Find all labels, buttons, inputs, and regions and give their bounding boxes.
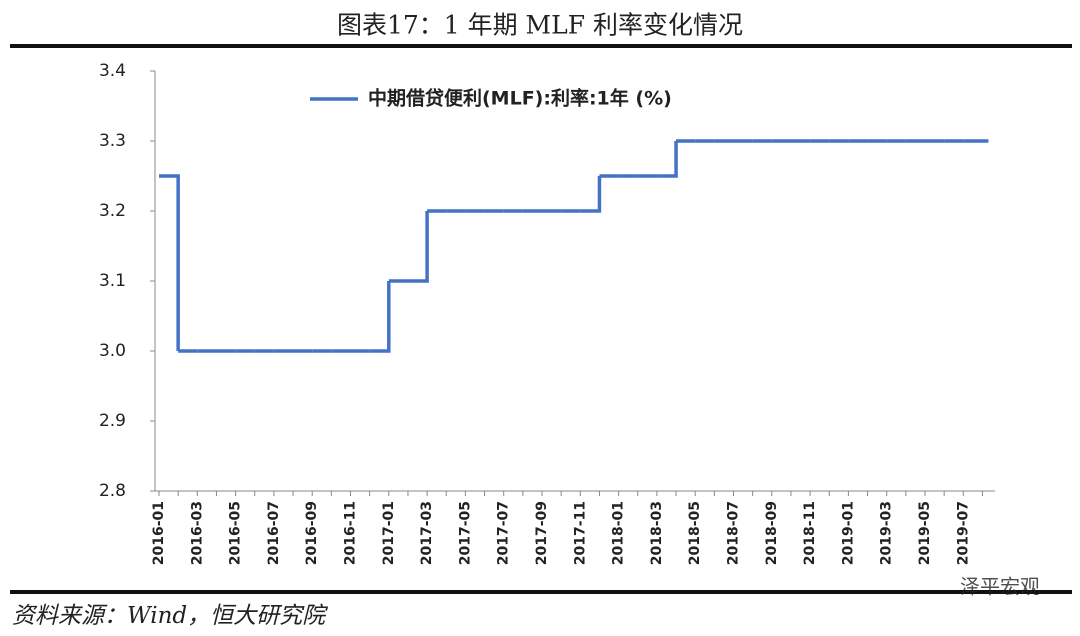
y-tick-label: 3.3 xyxy=(99,131,126,151)
x-tick-label: 2018-05 xyxy=(687,501,703,565)
x-tick-label: 2019-01 xyxy=(840,501,856,565)
y-tick-label: 3.2 xyxy=(99,201,126,221)
bottom-rule xyxy=(10,590,1072,594)
x-tick-label: 2017-05 xyxy=(457,501,473,565)
x-tick-label: 2017-03 xyxy=(419,501,435,565)
watermark: 泽平宏观 xyxy=(960,575,1040,599)
x-tick-label: 2018-09 xyxy=(764,501,780,565)
x-tick-label: 2017-09 xyxy=(534,501,550,565)
chart-title: 图表17：1 年期 MLF 利率变化情况 xyxy=(337,11,743,40)
y-tick-label: 3.1 xyxy=(99,271,126,291)
step-segment xyxy=(159,174,180,351)
x-tick-label: 2016-07 xyxy=(266,501,282,565)
x-tick-label: 2017-11 xyxy=(572,501,588,565)
source-note: 资料来源：Wind，恒大研究院 xyxy=(12,603,328,629)
top-rule xyxy=(10,44,1072,48)
x-tick-label: 2019-07 xyxy=(955,501,971,565)
x-tick-label: 2016-01 xyxy=(151,501,167,565)
x-tick-label: 2018-07 xyxy=(726,501,742,565)
x-tick-label: 2018-11 xyxy=(802,501,818,565)
y-tick-label: 2.8 xyxy=(99,481,126,501)
step-segment xyxy=(580,176,602,213)
x-tick-label: 2016-03 xyxy=(189,501,205,565)
x-tick-label: 2019-03 xyxy=(879,501,895,565)
y-tick-label: 3.4 xyxy=(99,61,126,81)
x-tick-label: 2017-07 xyxy=(496,501,512,565)
y-tick-label: 3.0 xyxy=(99,341,126,361)
x-tick-label: 2019-05 xyxy=(917,501,933,565)
x-tick-label: 2016-05 xyxy=(228,501,244,565)
x-tick-label: 2016-11 xyxy=(343,501,359,565)
x-tick-label: 2018-01 xyxy=(611,501,627,565)
legend-label: 中期借贷便利(MLF):利率:1年 (%) xyxy=(368,87,672,110)
x-tick-label: 2017-01 xyxy=(381,501,397,565)
step-segment xyxy=(369,281,391,353)
x-tick-label: 2016-09 xyxy=(304,501,320,565)
x-tick-label: 2018-03 xyxy=(649,501,665,565)
y-tick-label: 2.9 xyxy=(99,411,126,431)
step-segment xyxy=(656,141,678,178)
step-segment xyxy=(407,211,429,283)
